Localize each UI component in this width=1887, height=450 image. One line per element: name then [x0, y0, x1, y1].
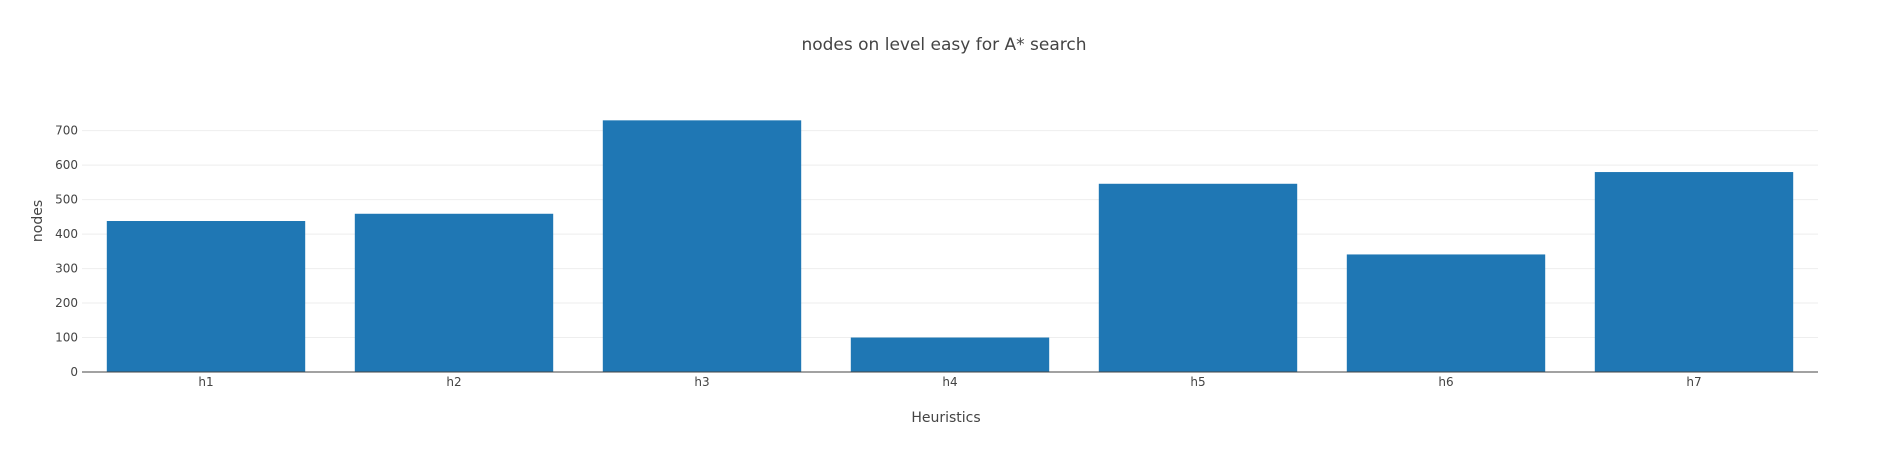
- x-tick-label: h1: [198, 375, 213, 389]
- y-tick-label: 600: [55, 158, 78, 172]
- bar-h5: [1098, 183, 1298, 372]
- x-axis-title: Heuristics: [911, 410, 980, 426]
- bar-h7: [1594, 172, 1794, 372]
- y-tick-label: 200: [55, 296, 78, 310]
- x-axis-ticks: h1 h2 h3 h4 h5 h6 h7: [198, 375, 1701, 389]
- bar-h6: [1346, 254, 1546, 372]
- x-tick-label: h4: [942, 375, 957, 389]
- y-axis-ticks: 0 100 200 300 400 500 600 700: [55, 124, 78, 379]
- bar-h3: [602, 120, 802, 372]
- y-tick-label: 100: [55, 331, 78, 345]
- y-tick-label: 400: [55, 227, 78, 241]
- bars: [106, 120, 1794, 372]
- y-tick-label: 500: [55, 193, 78, 207]
- y-axis-title: nodes: [30, 200, 46, 242]
- y-tick-label: 0: [70, 365, 78, 379]
- y-tick-label: 300: [55, 262, 78, 276]
- x-tick-label: h3: [694, 375, 709, 389]
- x-tick-label: h2: [446, 375, 461, 389]
- y-tick-label: 700: [55, 124, 78, 138]
- chart-title: nodes on level easy for A* search: [801, 35, 1086, 55]
- bar-h2: [354, 213, 554, 372]
- x-tick-label: h7: [1686, 375, 1701, 389]
- bar-h1: [106, 221, 306, 372]
- x-tick-label: h6: [1438, 375, 1453, 389]
- x-tick-label: h5: [1190, 375, 1205, 389]
- bar-h4: [850, 337, 1050, 372]
